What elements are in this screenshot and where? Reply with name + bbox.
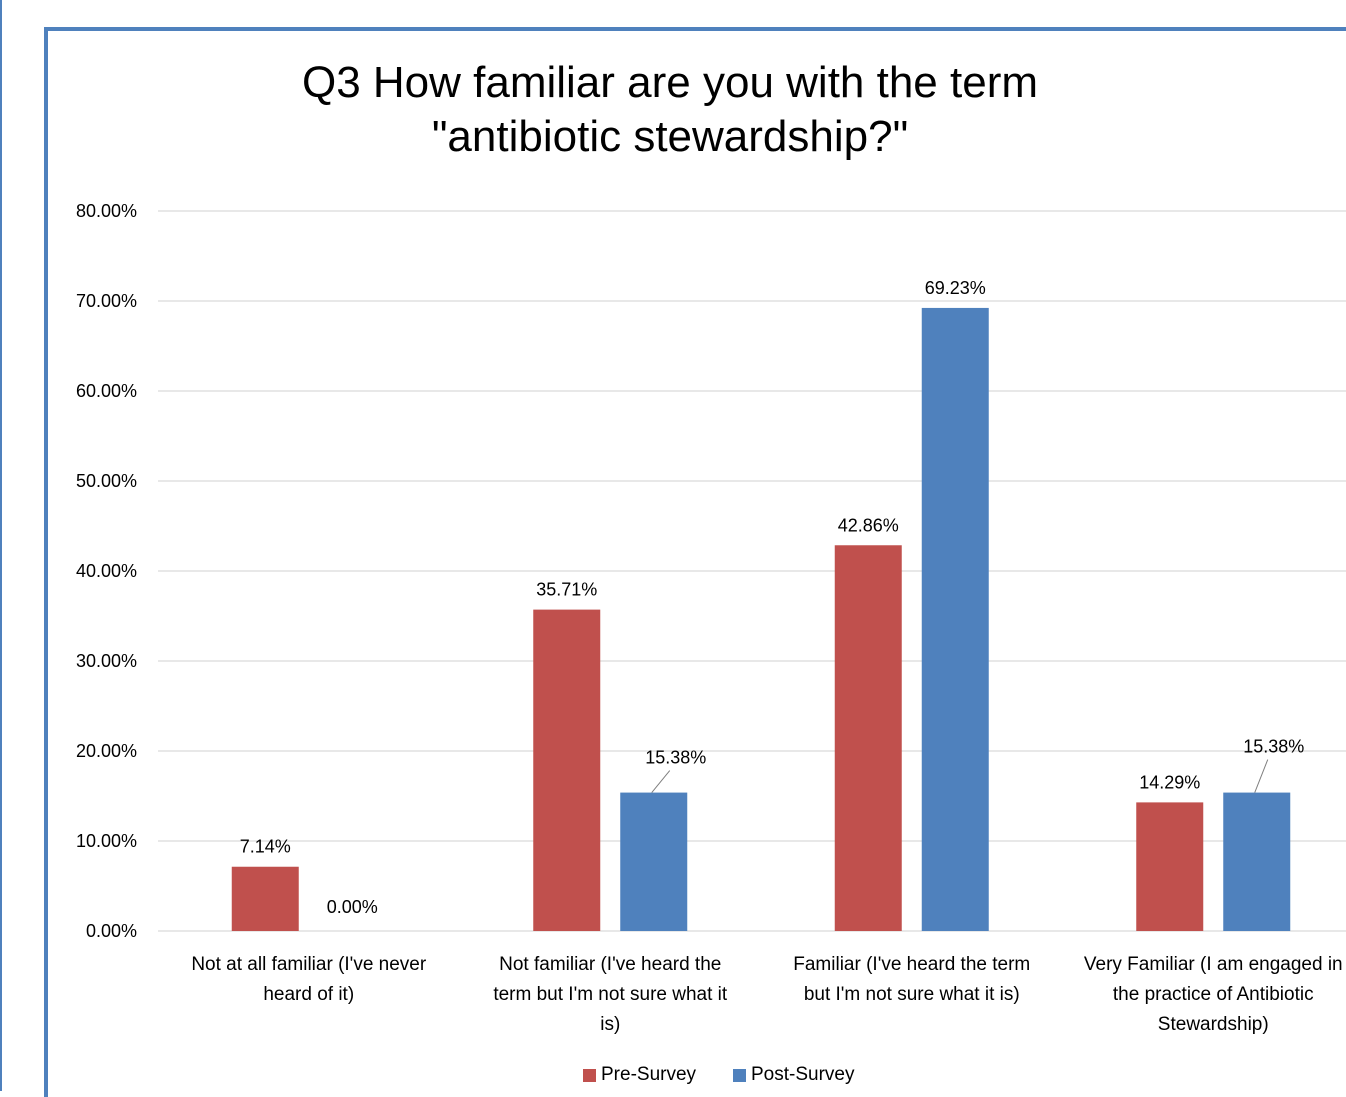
bar-pre-survey: [231, 866, 299, 931]
chart-frame: [44, 27, 1346, 1097]
bar-pre-survey: [1136, 802, 1204, 931]
y-tick-label: 50.00%: [76, 471, 137, 491]
bar-post-survey: [1223, 792, 1291, 931]
y-tick-label: 30.00%: [76, 651, 137, 671]
y-tick-label: 60.00%: [76, 381, 137, 401]
legend-item-pre-survey: Pre-Survey: [583, 1064, 696, 1086]
legend-swatch-post-survey: [733, 1068, 746, 1082]
category-label: term but I'm not sure what it: [493, 984, 728, 1005]
chart-title: Q3 How familiar are you with the term "a…: [160, 56, 1180, 164]
chart-title-line-2: "antibiotic stewardship?": [431, 112, 909, 161]
data-label: 42.86%: [838, 515, 899, 535]
category-label: is): [600, 1014, 620, 1035]
y-tick-label: 80.00%: [76, 201, 137, 221]
legend-swatch-pre-survey: [583, 1068, 596, 1082]
y-tick-label: 10.00%: [76, 831, 137, 851]
data-label-leader-line: [651, 770, 671, 793]
category-label: Not familiar (I've heard the: [499, 954, 721, 975]
data-label: 15.38%: [645, 748, 706, 768]
category-label: Familiar (I've heard the term: [793, 954, 1030, 975]
bar-post-survey: [620, 792, 688, 931]
bar-pre-survey: [533, 609, 601, 931]
data-label: 69.23%: [925, 278, 986, 298]
bar-post-survey: [921, 307, 989, 931]
category-label: heard of it): [263, 984, 354, 1005]
category-label: Very Familiar (I am engaged in: [1084, 954, 1343, 975]
left-border-line: [0, 0, 2, 1091]
legend-item-post-survey: Post-Survey: [733, 1064, 854, 1086]
data-label: 14.29%: [1139, 772, 1200, 792]
data-label: 7.14%: [240, 837, 291, 857]
category-label: Stewardship): [1158, 1014, 1269, 1035]
data-label: 0.00%: [327, 897, 378, 917]
legend-label-post-survey: Post-Survey: [751, 1064, 855, 1085]
category-label: the practice of Antibiotic: [1113, 984, 1314, 1005]
y-tick-label: 40.00%: [76, 561, 137, 581]
category-label: but I'm not sure what it is): [804, 984, 1020, 1005]
y-tick-label: 20.00%: [76, 741, 137, 761]
bar-pre-survey: [834, 545, 902, 931]
legend: Pre-Survey Post-Survey: [0, 1064, 1346, 1086]
y-tick-label: 70.00%: [76, 291, 137, 311]
legend-label-pre-survey: Pre-Survey: [601, 1064, 697, 1085]
data-label: 15.38%: [1243, 737, 1304, 757]
data-label: 35.71%: [536, 580, 597, 600]
chart-title-line-1: Q3 How familiar are you with the term: [301, 58, 1039, 107]
data-label-leader-line: [1254, 759, 1269, 793]
y-tick-label: 0.00%: [86, 921, 137, 941]
category-label: Not at all familiar (I've never: [191, 954, 427, 975]
